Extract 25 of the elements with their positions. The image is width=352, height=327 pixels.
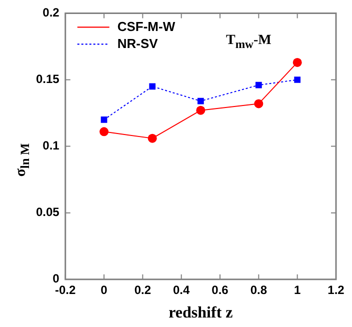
x-tick-label: 0 bbox=[100, 282, 108, 297]
point bbox=[148, 134, 157, 143]
point bbox=[292, 58, 302, 67]
annotation: T$_{mw}$-M bbox=[226, 33, 272, 51]
y-tick-label: 0.15 bbox=[36, 72, 60, 86]
x-axis-title: redshift z bbox=[168, 304, 233, 322]
x-tick-label: 0.6 bbox=[212, 282, 229, 297]
y-tick-label: 0.1 bbox=[42, 138, 60, 153]
point bbox=[149, 83, 156, 90]
legend-label: NR-SV bbox=[117, 36, 158, 51]
point bbox=[255, 82, 262, 88]
point bbox=[196, 106, 206, 115]
x-tick-label: 1.2 bbox=[328, 282, 345, 297]
point bbox=[100, 116, 108, 123]
x-tick-label: 1 bbox=[294, 282, 301, 297]
y-tick-label: 0.05 bbox=[36, 205, 60, 220]
point bbox=[294, 76, 301, 83]
x-tick-label: 0.4 bbox=[173, 282, 190, 297]
point bbox=[197, 98, 204, 104]
x-tick-label: 0.2 bbox=[134, 282, 152, 297]
point bbox=[100, 127, 109, 136]
point bbox=[254, 99, 264, 108]
y-tick-label: 0.2 bbox=[42, 6, 60, 20]
x-tick-label: 0.8 bbox=[250, 282, 268, 297]
legend-label: CSF-M-W bbox=[117, 18, 176, 34]
